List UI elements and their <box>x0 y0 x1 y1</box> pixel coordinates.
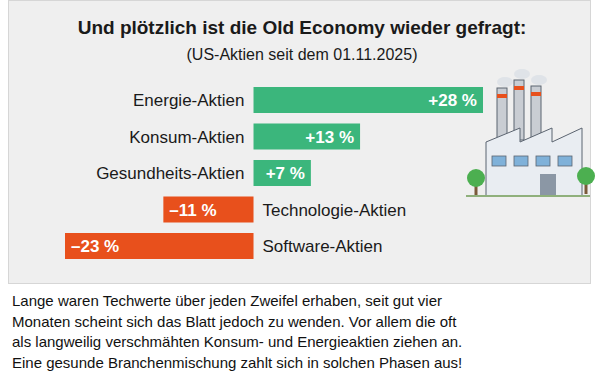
data-label: +28 % <box>428 91 477 110</box>
smoke <box>514 69 530 79</box>
data-label: +7 % <box>266 164 305 183</box>
chimney-stripe <box>497 94 507 98</box>
chart-svg: Und plötzlich ist die Old Economy wieder… <box>0 0 600 390</box>
labels: Energie-Aktien +28 % Konsum-Aktien +13 % Ges… <box>71 91 477 256</box>
factory-window <box>558 156 572 166</box>
category-label: Software-Aktien <box>263 237 383 256</box>
category-label: Technologie-Aktien <box>263 201 407 220</box>
caption: Lange waren Techwerte über jeden Zweifel… <box>12 292 462 371</box>
caption-line: Monaten scheint sich das Blatt jedoch zu… <box>12 313 457 330</box>
smoke <box>497 77 513 87</box>
bar <box>254 124 361 150</box>
chimney-stripe <box>514 86 524 90</box>
factory-icon <box>466 69 595 196</box>
caption-line: Lange waren Techwerte über jeden Zweifel… <box>12 292 442 309</box>
tree-crown <box>467 169 485 187</box>
chart-container: Und plötzlich ist die Old Economy wieder… <box>0 0 600 390</box>
smoke <box>531 75 547 85</box>
category-label: Gesundheits-Aktien <box>96 164 244 183</box>
data-label: –11 % <box>169 201 216 220</box>
caption-line: als langweilig verschmähten Konsum- und … <box>12 333 462 350</box>
chart-subtitle: (US-Aktien seit dem 01.11.2025) <box>187 46 418 63</box>
bar <box>65 233 254 259</box>
ground <box>466 195 590 197</box>
factory-window <box>492 156 506 166</box>
bar <box>254 160 311 186</box>
data-label: +13 % <box>305 128 354 147</box>
category-label: Konsum-Aktien <box>129 128 244 147</box>
bars <box>65 87 483 259</box>
factory-window <box>514 156 528 166</box>
chimney-stripe <box>531 92 541 96</box>
chart-title: Und plötzlich ist die Old Economy wieder… <box>78 17 527 38</box>
data-label: –23 % <box>71 237 119 256</box>
caption-line: Eine gesunde Branchenmischung zahlt sich… <box>12 354 462 371</box>
factory-building <box>486 128 582 196</box>
bar <box>163 197 253 223</box>
factory-window <box>536 156 550 166</box>
category-label: Energie-Aktien <box>133 91 245 110</box>
bar <box>254 87 483 113</box>
factory-door <box>540 174 556 196</box>
tree-crown <box>577 167 595 185</box>
panel-background <box>9 1 591 284</box>
